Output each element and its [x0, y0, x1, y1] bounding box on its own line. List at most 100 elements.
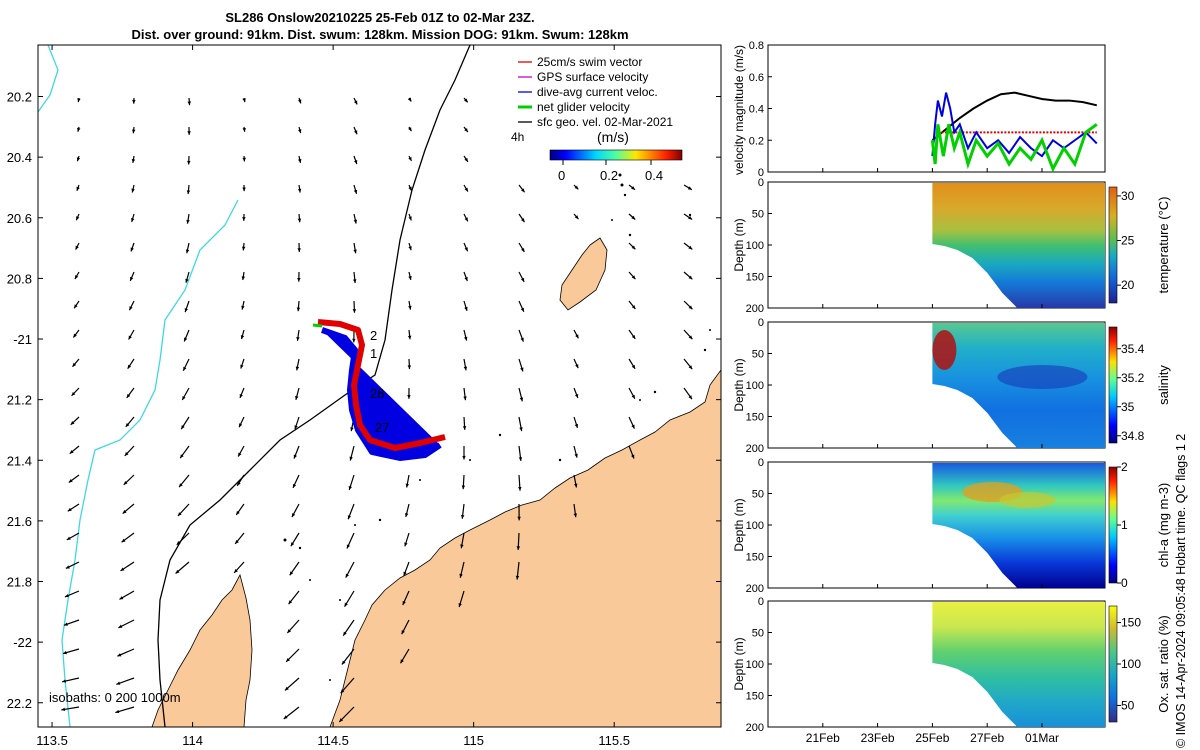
vector-arrowhead	[574, 215, 579, 220]
vector-arrowhead	[521, 188, 525, 193]
y-tick-label: 0.8	[749, 40, 764, 52]
y-tick-label: 50	[752, 489, 764, 501]
vector-arrowhead	[462, 426, 467, 430]
vector-arrowhead	[73, 333, 77, 338]
profile-panel: 0 50 100 150 200 Depth (m) 2 1 0 chl-a (mg m-3)	[732, 457, 1171, 595]
vector-arrowhead	[464, 217, 468, 222]
vector-arrowhead	[236, 510, 240, 515]
vector-arrowhead	[115, 709, 120, 714]
vector-arrowhead	[520, 367, 524, 372]
time-tick-label: 25Feb	[915, 731, 949, 745]
vector-arrowhead	[297, 277, 301, 282]
vector-arrowhead	[352, 309, 357, 313]
vector-arrowhead	[183, 366, 187, 371]
vector-arrowhead	[132, 99, 136, 104]
profile-panel: 0 50 100 150 200 Depth (m) 35.4 35.2 35 34.8 salin…	[732, 317, 1171, 455]
vector-arrowhead	[408, 156, 412, 161]
vector-arrowhead	[127, 364, 132, 369]
vector-arrowhead	[631, 305, 636, 310]
y-tick-label: -22	[13, 635, 32, 650]
y-tick-label: 200	[746, 722, 764, 734]
vector-arrowhead	[117, 653, 122, 657]
map-panel: 2 1 28 27 isobaths: 0 200 1000m 113.5 114…	[7, 44, 722, 748]
vector-arrowhead	[177, 512, 182, 517]
vector-arrowhead	[350, 427, 354, 432]
velocity-series-line	[931, 92, 1098, 158]
legend-sfc-geo-vel: sfc geo. vel. 02-Mar-2021	[537, 115, 673, 129]
map-frame	[37, 44, 722, 728]
y-tick-label: 200	[746, 583, 764, 595]
vector-arrowhead	[179, 483, 183, 488]
vector-arrowhead	[240, 335, 245, 340]
vector-arrowhead	[518, 457, 523, 461]
vector-arrowhead	[458, 603, 462, 608]
vector-arrowhead	[631, 215, 636, 220]
vector-arrowhead	[75, 245, 79, 250]
vector-arrowhead	[461, 485, 466, 490]
vector-arrowhead	[464, 247, 468, 252]
velocity-series-line	[930, 123, 1098, 173]
vector-arrowhead	[344, 602, 348, 607]
vector-arrowhead	[352, 338, 356, 343]
x-tick-label: 114.5	[317, 733, 349, 748]
time-tick-label: 27Feb	[970, 731, 1004, 745]
vector-arrowhead	[125, 423, 130, 427]
vector-arrowhead	[520, 277, 525, 282]
vector-arrowhead	[631, 245, 636, 250]
vector-arrowhead	[63, 650, 67, 655]
vector-arrowhead	[68, 478, 73, 483]
vector-arrowhead	[404, 513, 409, 517]
vector-arrowhead	[346, 544, 351, 549]
time-label: 4h	[511, 130, 524, 144]
vector-arrowhead	[463, 366, 468, 371]
vector-arrowhead	[408, 246, 412, 251]
colorbar-tick: 0.4	[645, 168, 663, 183]
vector-arrowhead	[688, 245, 693, 250]
velocity-panel: 0 0.2 0.4 0.6 0.8 velocity magnitude (m/s)	[732, 40, 1106, 179]
vector-arrowhead	[242, 157, 246, 162]
x-tick-label: 114	[182, 733, 203, 748]
vector-arrowhead	[74, 275, 79, 280]
swim-vector-track	[317, 319, 446, 451]
vector-arrowhead	[341, 660, 346, 665]
x-tick-label: 115.5	[598, 733, 630, 748]
vector-arrowhead	[463, 396, 467, 401]
profile-ylabel: Depth (m)	[732, 498, 746, 551]
time-axis: 21Feb 23Feb 25Feb 27Feb 01Mar	[806, 168, 1059, 745]
y-tick-label: 0	[758, 177, 764, 189]
vector-arrowhead	[631, 454, 635, 459]
mainland-coast	[329, 369, 721, 727]
vector-arrowhead	[72, 362, 77, 367]
vector-arrowhead	[126, 393, 131, 398]
vector-arrowhead	[353, 219, 358, 224]
legend-swim-vector: 25cm/s swim vector	[537, 55, 642, 69]
cbar-tick-label: 30	[1121, 189, 1135, 203]
y-tick-label: 21.8	[7, 575, 32, 590]
vector-arrowhead	[63, 622, 68, 626]
y-tick-label: 20.4	[7, 150, 32, 165]
profile-colorbar	[1108, 186, 1118, 304]
vector-arrowhead	[574, 423, 579, 428]
profile-ylabel: Depth (m)	[732, 218, 746, 271]
isobath-200m-cyan	[61, 199, 239, 727]
vector-arrowhead	[515, 575, 520, 580]
vector-arrowhead	[121, 538, 126, 543]
vector-arrowhead	[408, 275, 412, 280]
y-tick-label: 0	[758, 317, 764, 329]
colorbar-label: chl-a (mg m-3)	[1156, 483, 1171, 568]
y-tick-label: 100	[746, 659, 764, 671]
vector-arrowhead	[349, 456, 353, 461]
vector-arrowhead	[186, 190, 191, 195]
vector-arrowhead	[516, 546, 521, 550]
vector-arrowhead	[688, 365, 693, 370]
chart-subtitle: Dist. over ground: 91km. Dist. swum: 128…	[131, 27, 629, 42]
legend-net-velocity: net glider velocity	[537, 100, 630, 114]
colorbar-label: Ox. sat. ratio (%)	[1156, 615, 1171, 713]
island-small	[559, 237, 608, 311]
vector-arrowhead	[76, 186, 80, 191]
vector-arrowhead	[77, 127, 81, 132]
cbar-tick-label: 50	[1121, 698, 1135, 712]
vector-arrowhead	[460, 514, 465, 519]
vector-arrowhead	[688, 216, 693, 220]
vector-arrowhead	[464, 157, 468, 162]
